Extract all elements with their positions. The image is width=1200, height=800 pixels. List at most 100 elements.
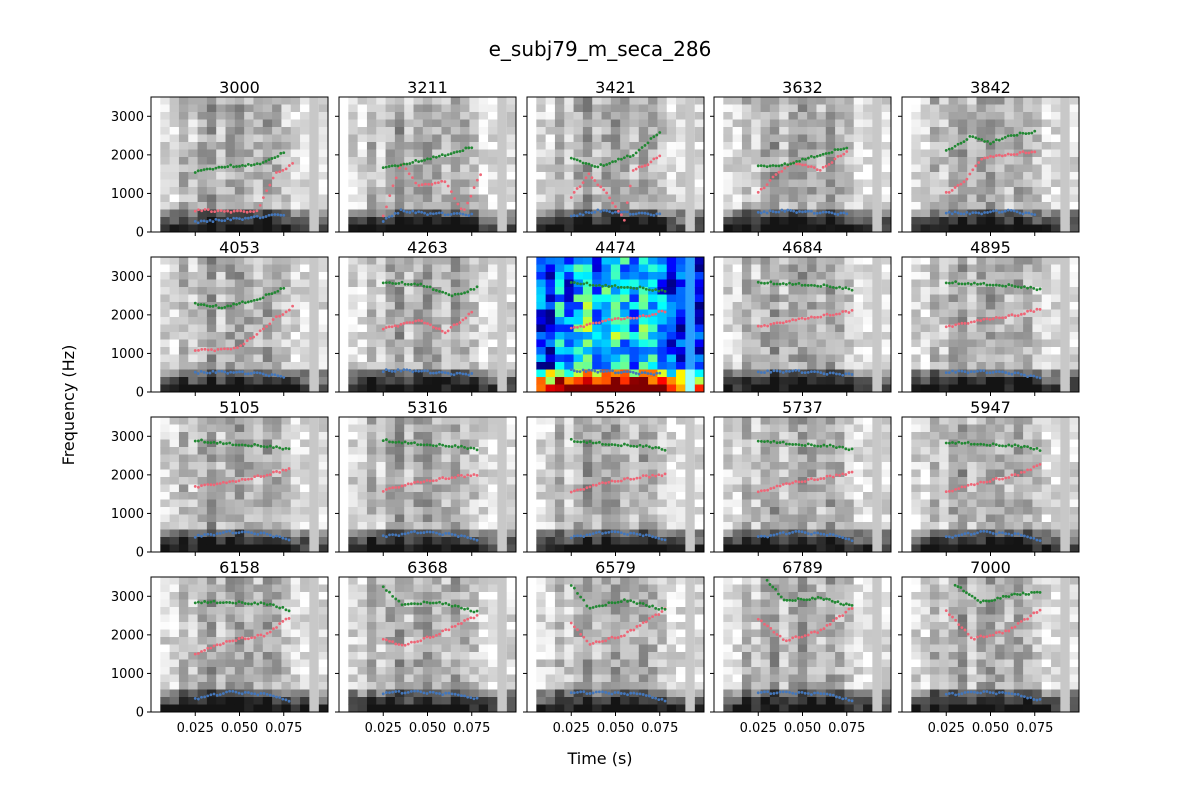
- f1-point: [387, 215, 391, 219]
- f2-point: [944, 609, 948, 613]
- formant-f3-points: [193, 438, 291, 451]
- f1-point: [1026, 375, 1029, 379]
- f1-point: [1004, 532, 1008, 536]
- f3-point: [816, 595, 820, 599]
- f3-point: [778, 282, 782, 286]
- f3-point: [610, 443, 614, 446]
- f3-point: [944, 281, 948, 285]
- f2-point: [427, 182, 431, 186]
- f3-point: [974, 136, 978, 140]
- f2-point: [221, 642, 225, 645]
- f1-point: [602, 208, 606, 212]
- f2-point: [453, 476, 457, 479]
- f2-point: [794, 479, 798, 483]
- f3-point: [947, 147, 951, 151]
- f2-point: [400, 484, 404, 488]
- f2-point: [769, 487, 773, 490]
- f2-point: [1027, 151, 1031, 155]
- f1-point: [649, 372, 653, 376]
- f1-point: [1032, 536, 1036, 540]
- f2-point: [393, 324, 397, 328]
- f2-point: [766, 324, 770, 328]
- f3-point: [985, 283, 989, 287]
- f1-point: [441, 693, 445, 697]
- f3-point: [1021, 131, 1025, 135]
- f1-point: [944, 692, 948, 696]
- f1-point: [596, 370, 600, 374]
- f2-point: [206, 208, 210, 211]
- f1-point: [467, 373, 471, 377]
- f2-point: [272, 627, 275, 631]
- f3-point: [781, 440, 785, 444]
- f1-point: [256, 693, 260, 697]
- f1-point: [578, 370, 582, 374]
- f2-point: [1033, 150, 1037, 154]
- f3-point: [426, 157, 429, 161]
- f3-point: [847, 287, 851, 291]
- f2-point: [407, 172, 411, 176]
- f3-point: [663, 607, 667, 611]
- f2-point: [947, 489, 951, 493]
- f2-point: [209, 646, 213, 650]
- f2-point: [838, 614, 841, 618]
- f2-point: [844, 309, 848, 313]
- f3-point: [825, 284, 829, 288]
- f1-point: [438, 532, 441, 536]
- f1-point: [617, 371, 620, 375]
- f1-point: [1013, 371, 1017, 375]
- f1-point: [218, 532, 222, 535]
- f1-point: [847, 537, 851, 541]
- panel-5316: 5316: [335, 398, 517, 556]
- f1-point: [756, 370, 760, 374]
- f3-point: [223, 165, 227, 169]
- f3-point: [400, 603, 404, 607]
- f1-point: [400, 532, 404, 536]
- f2-point: [255, 333, 259, 336]
- f1-point: [788, 531, 791, 535]
- formant-f3-points: [944, 280, 1042, 292]
- f3-point: [791, 443, 795, 446]
- f1-point: [766, 690, 770, 694]
- f3-point: [967, 593, 971, 596]
- f2-point: [960, 485, 964, 489]
- f2-point: [763, 323, 766, 327]
- f2-point: [797, 635, 801, 639]
- f3-point: [986, 139, 989, 143]
- f2-point: [663, 310, 667, 314]
- f2-point: [193, 485, 197, 488]
- f3-point: [466, 447, 470, 451]
- formant-f3-points: [381, 438, 479, 452]
- f1-point: [1019, 533, 1023, 537]
- x-tick-label: 0.075: [265, 721, 302, 736]
- f1-point: [232, 216, 236, 220]
- f1-point: [434, 371, 438, 375]
- f1-point: [591, 532, 595, 536]
- formant-f3-points: [381, 585, 479, 614]
- f1-point: [235, 370, 238, 374]
- f1-point: [403, 691, 407, 695]
- f1-point: [660, 697, 664, 701]
- f2-point: [203, 347, 207, 351]
- f2-point: [272, 470, 275, 474]
- f1-point: [599, 210, 603, 213]
- formant-f2-points: [756, 470, 854, 494]
- f2-point: [759, 619, 763, 623]
- f2-point: [218, 643, 222, 647]
- f1-point: [794, 692, 798, 696]
- f2-point: [803, 634, 807, 638]
- f2-point: [979, 480, 983, 484]
- f3-point: [428, 443, 432, 447]
- f1-point: [663, 538, 667, 542]
- f3-point: [572, 586, 576, 590]
- f3-point: [267, 292, 271, 296]
- f1-point: [966, 531, 970, 535]
- f3-point: [438, 290, 441, 293]
- f3-point: [582, 440, 586, 444]
- f1-point: [844, 697, 848, 700]
- f3-point: [999, 597, 1002, 600]
- f1-point: [631, 371, 635, 374]
- f2-point: [588, 322, 592, 326]
- f3-point: [261, 296, 265, 300]
- f3-point: [651, 604, 654, 608]
- x-tick-label: 0.075: [453, 721, 490, 736]
